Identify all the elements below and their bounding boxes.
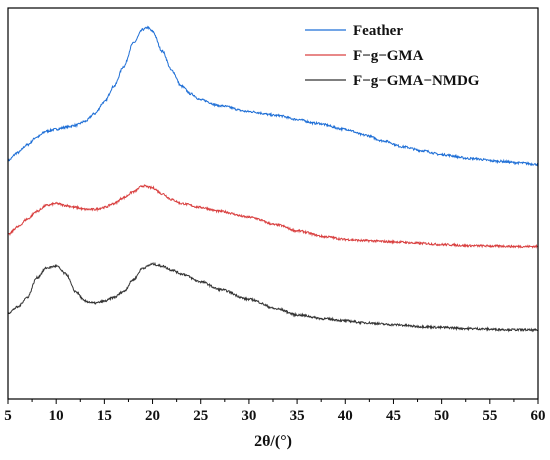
x-tick-label: 25 [193, 408, 208, 424]
plot-frame [7, 7, 539, 400]
x-tick-label: 40 [338, 408, 353, 424]
legend: Feather F−g−GMA F−g−GMA−NMDG [305, 23, 480, 89]
x-tick-label: 15 [97, 408, 112, 424]
x-tick-label: 45 [386, 408, 401, 424]
legend-label-0: Feather [353, 23, 403, 39]
series-line-0 [7, 25, 539, 167]
x-axis-title: 2θ/(°) [254, 433, 292, 450]
x-tick-label: 5 [4, 408, 12, 424]
x-tick-label: 10 [49, 408, 64, 424]
x-tick-label: 55 [482, 408, 497, 424]
series-line-1 [7, 184, 539, 249]
x-tick-label: 30 [241, 408, 256, 424]
x-tick-label: 60 [531, 408, 546, 424]
plot-layer [7, 25, 539, 333]
legend-label-1: F−g−GMA [353, 48, 424, 64]
series-line-2 [7, 261, 539, 333]
x-tick-label: 35 [290, 408, 305, 424]
x-tick-label: 20 [145, 408, 160, 424]
x-tick-label: 50 [434, 408, 449, 424]
legend-label-2: F−g−GMA−NMDG [353, 73, 480, 89]
x-axis-ticks: 5 10 15 20 25 30 35 40 45 50 55 60 [4, 399, 546, 424]
